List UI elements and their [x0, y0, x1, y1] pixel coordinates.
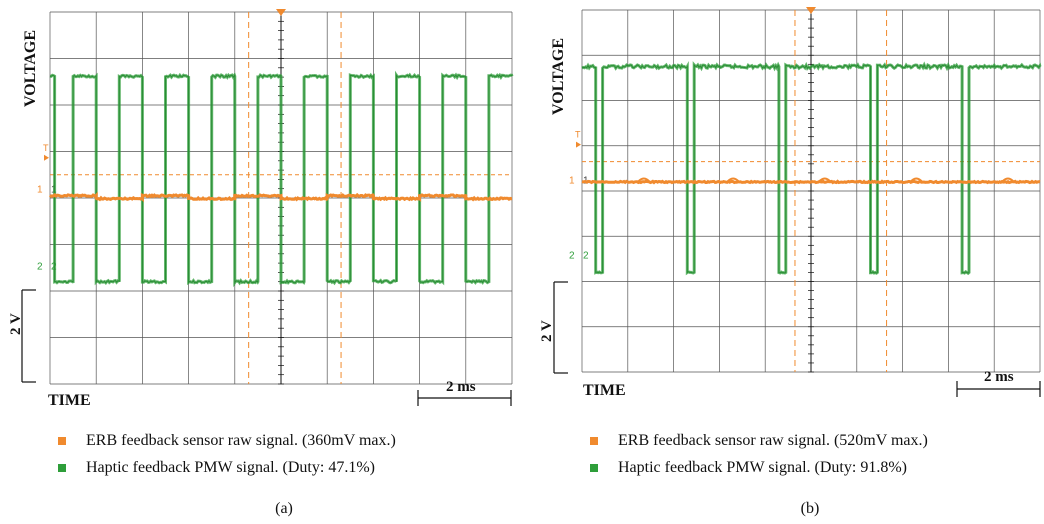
channel-2-inner-marker: 2 [583, 250, 589, 261]
legend-label: ERB feedback sensor raw signal. (520mV m… [618, 432, 928, 449]
channel-1-marker: 1 [569, 176, 575, 187]
panel-a-caption: (a) [275, 500, 293, 517]
sensor-peak [726, 177, 740, 183]
sensor-signal-trace [48, 191, 512, 203]
sensor-peak [1001, 177, 1015, 183]
panel-b-x-scale-label: 2 ms [984, 369, 1014, 385]
panel-b-caption: (b) [800, 500, 820, 517]
panel-a-xlabel: TIME [48, 392, 91, 409]
orange-swatch-icon [590, 437, 598, 445]
sensor-signal-trace [581, 179, 1041, 185]
panel-b-ylabel: VOLTAGE [550, 37, 567, 115]
pwm-signal-trace [581, 61, 1042, 276]
panel-b-legend-orange: ERB feedback sensor raw signal. (520mV m… [590, 432, 928, 450]
green-swatch-icon [58, 464, 66, 472]
panel-b-y-scale-label: 2 V [539, 320, 555, 342]
panel-b-legend-green: Haptic feedback PMW signal. (Duty: 91.8%… [590, 459, 907, 477]
trigger-arrow-icon [576, 141, 581, 148]
panel-a-ylabel: VOLTAGE [22, 29, 39, 107]
channel-1-marker: 1 [37, 185, 43, 196]
legend-label: Haptic feedback PMW signal. (Duty: 91.8%… [618, 459, 907, 476]
channel-2-marker: 2 [37, 261, 43, 272]
panel-a-legend-orange: ERB feedback sensor raw signal. (360mV m… [58, 432, 396, 450]
legend-label: Haptic feedback PMW signal. (Duty: 47.1%… [86, 459, 375, 476]
panel-a-x-scale-label: 2 ms [446, 379, 476, 395]
panel-a-y-scale-label: 2 V [8, 313, 24, 335]
legend-label: ERB feedback sensor raw signal. (360mV m… [86, 432, 396, 449]
trigger-level-marker: T [575, 130, 581, 140]
trigger-top-marker [806, 7, 816, 14]
sensor-peak [637, 177, 651, 183]
trigger-top-marker [276, 9, 286, 16]
orange-swatch-icon [58, 437, 66, 445]
panel-a-legend-green: Haptic feedback PMW signal. (Duty: 47.1%… [58, 459, 375, 477]
channel-2-marker: 2 [569, 250, 575, 261]
trigger-arrow-icon [44, 154, 49, 161]
pwm-signal-trace [49, 70, 514, 288]
green-swatch-icon [590, 464, 598, 472]
trigger-level-marker: T [43, 143, 49, 153]
sensor-peak [909, 177, 924, 183]
sensor-peak [817, 177, 832, 183]
panel-b-xlabel: TIME [583, 382, 626, 399]
